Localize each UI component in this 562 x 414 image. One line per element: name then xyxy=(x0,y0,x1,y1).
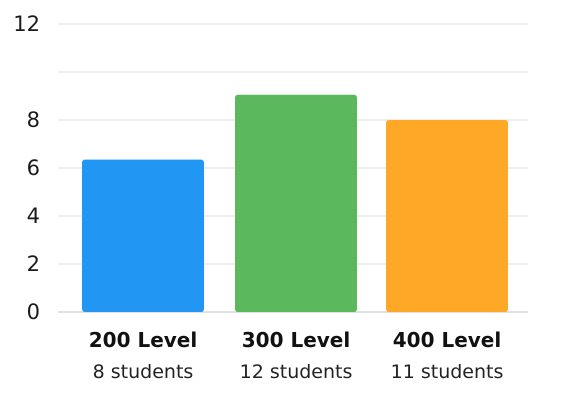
y-tick-label: 8 xyxy=(27,108,40,132)
bars xyxy=(82,94,508,312)
bar-300-level xyxy=(235,94,357,312)
bar-400-level xyxy=(386,120,508,312)
x-axis: 200 Level 8 students 300 Level 12 students 4… xyxy=(89,328,504,383)
x-tick-label: 300 Level xyxy=(242,328,350,352)
bar-200-level xyxy=(82,159,204,312)
x-tick-label: 400 Level xyxy=(393,328,501,352)
x-sub-label: 8 students xyxy=(93,361,194,383)
x-tick-label: 200 Level xyxy=(89,328,197,352)
y-tick-label: 4 xyxy=(27,204,40,228)
y-tick-label: 6 xyxy=(27,156,40,180)
x-sub-label: 11 students xyxy=(391,361,504,383)
y-tick-label: 0 xyxy=(27,300,40,324)
y-axis: 0 2 4 6 8 12 xyxy=(13,12,40,324)
y-tick-label: 12 xyxy=(13,12,40,36)
x-sub-label: 12 students xyxy=(240,361,353,383)
y-tick-label: 2 xyxy=(27,252,40,276)
